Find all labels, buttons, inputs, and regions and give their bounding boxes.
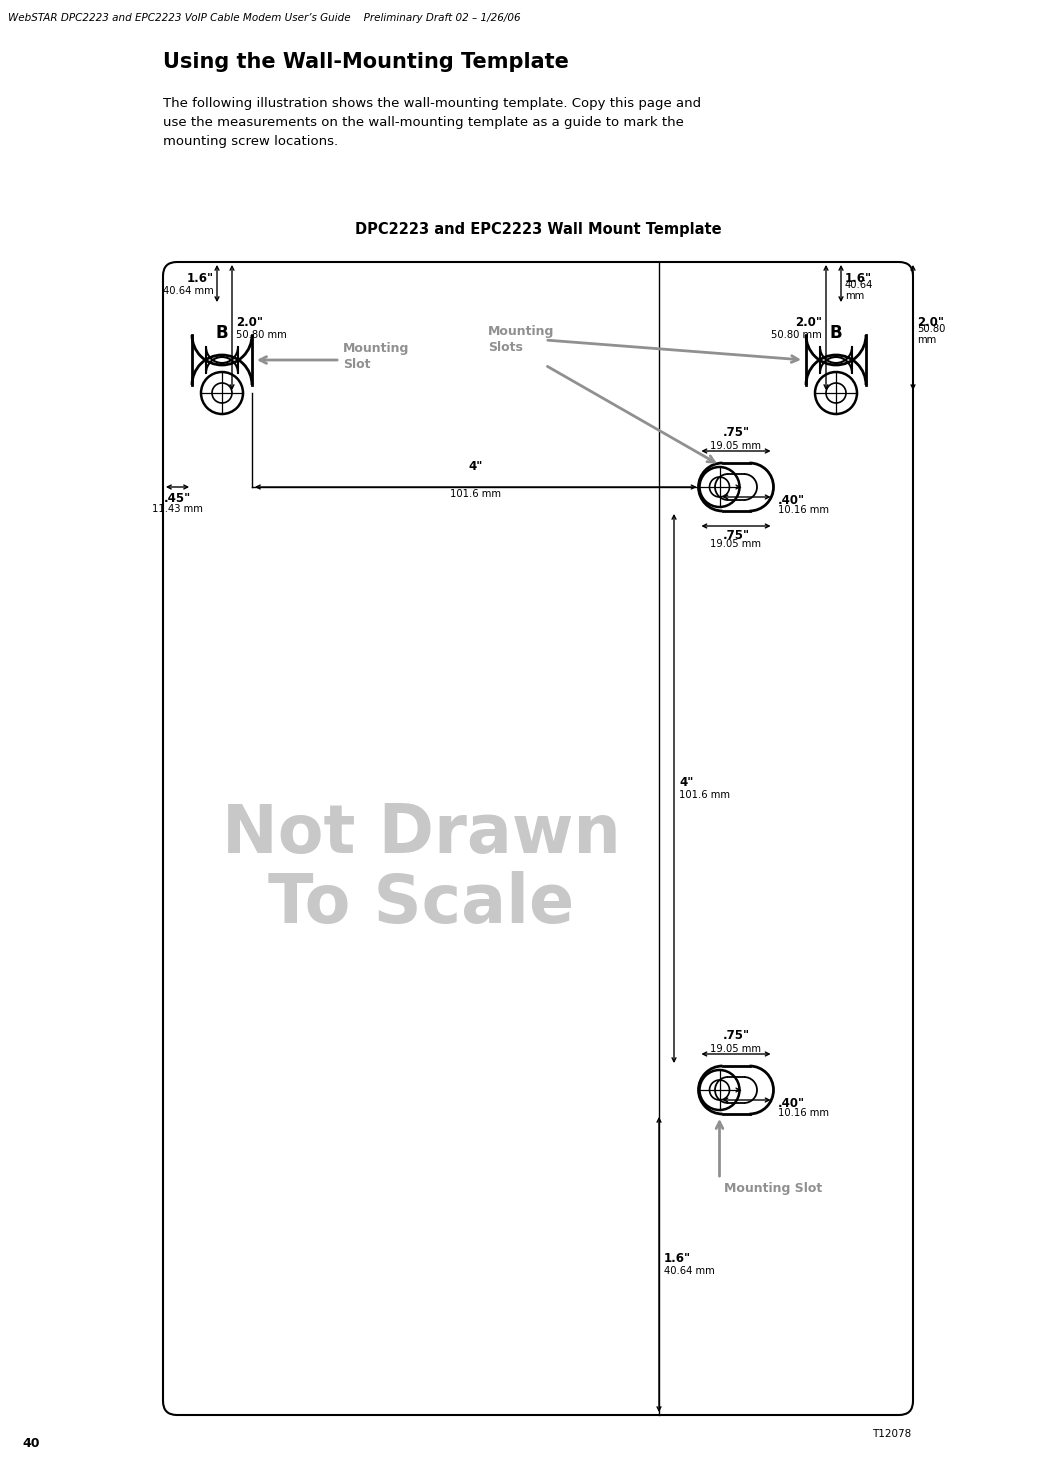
Text: Mounting
Slots: Mounting Slots [488, 325, 554, 354]
Text: B: B [829, 323, 842, 342]
Text: B: B [215, 323, 228, 342]
Text: 40.64 mm: 40.64 mm [163, 285, 214, 296]
Text: 11.43 mm: 11.43 mm [152, 503, 203, 514]
Text: 19.05 mm: 19.05 mm [710, 1045, 762, 1053]
Text: 50.80 mm: 50.80 mm [771, 329, 822, 339]
Text: .75": .75" [722, 426, 749, 439]
Text: 19.05 mm: 19.05 mm [710, 538, 762, 549]
Text: 1.6": 1.6" [187, 272, 214, 285]
Text: 50.80 mm: 50.80 mm [236, 329, 287, 339]
Text: 4": 4" [679, 775, 694, 789]
Text: .75": .75" [722, 530, 749, 541]
Text: .40": .40" [778, 1097, 805, 1110]
Text: 1.6": 1.6" [845, 272, 872, 285]
Text: Mounting Slot: Mounting Slot [724, 1182, 823, 1195]
Text: The following illustration shows the wall-mounting template. Copy this page and
: The following illustration shows the wal… [163, 97, 701, 148]
Text: .40": .40" [778, 494, 805, 508]
Text: 4": 4" [469, 459, 483, 473]
Text: Using the Wall-Mounting Template: Using the Wall-Mounting Template [163, 53, 569, 72]
Text: T12078: T12078 [871, 1429, 911, 1440]
Text: WebSTAR DPC2223 and EPC2223 VoIP Cable Modem User’s Guide    Preliminary Draft 0: WebSTAR DPC2223 and EPC2223 VoIP Cable M… [8, 13, 520, 23]
Text: DPC2223 and EPC2223 Wall Mount Template: DPC2223 and EPC2223 Wall Mount Template [354, 222, 721, 237]
Text: 10.16 mm: 10.16 mm [778, 1107, 828, 1118]
FancyBboxPatch shape [163, 262, 913, 1415]
Text: 40.64 mm: 40.64 mm [664, 1267, 715, 1277]
Text: 40: 40 [22, 1437, 40, 1450]
Text: 10.16 mm: 10.16 mm [778, 505, 828, 515]
Text: 2.0": 2.0" [236, 316, 263, 329]
Text: Not Drawn: Not Drawn [222, 800, 620, 866]
Text: 101.6 mm: 101.6 mm [450, 489, 501, 499]
Text: 2.0": 2.0" [918, 316, 944, 329]
Text: .45": .45" [164, 492, 191, 505]
Text: To Scale: To Scale [268, 870, 574, 936]
Text: 19.05 mm: 19.05 mm [710, 440, 762, 451]
Text: .75": .75" [722, 1028, 749, 1042]
Text: 101.6 mm: 101.6 mm [679, 790, 730, 800]
Text: 2.0": 2.0" [795, 316, 822, 329]
Text: 50.80
mm: 50.80 mm [918, 323, 946, 345]
Text: Mounting
Slot: Mounting Slot [343, 342, 410, 372]
Text: 40.64
mm: 40.64 mm [845, 279, 873, 301]
Text: 1.6": 1.6" [664, 1252, 692, 1265]
